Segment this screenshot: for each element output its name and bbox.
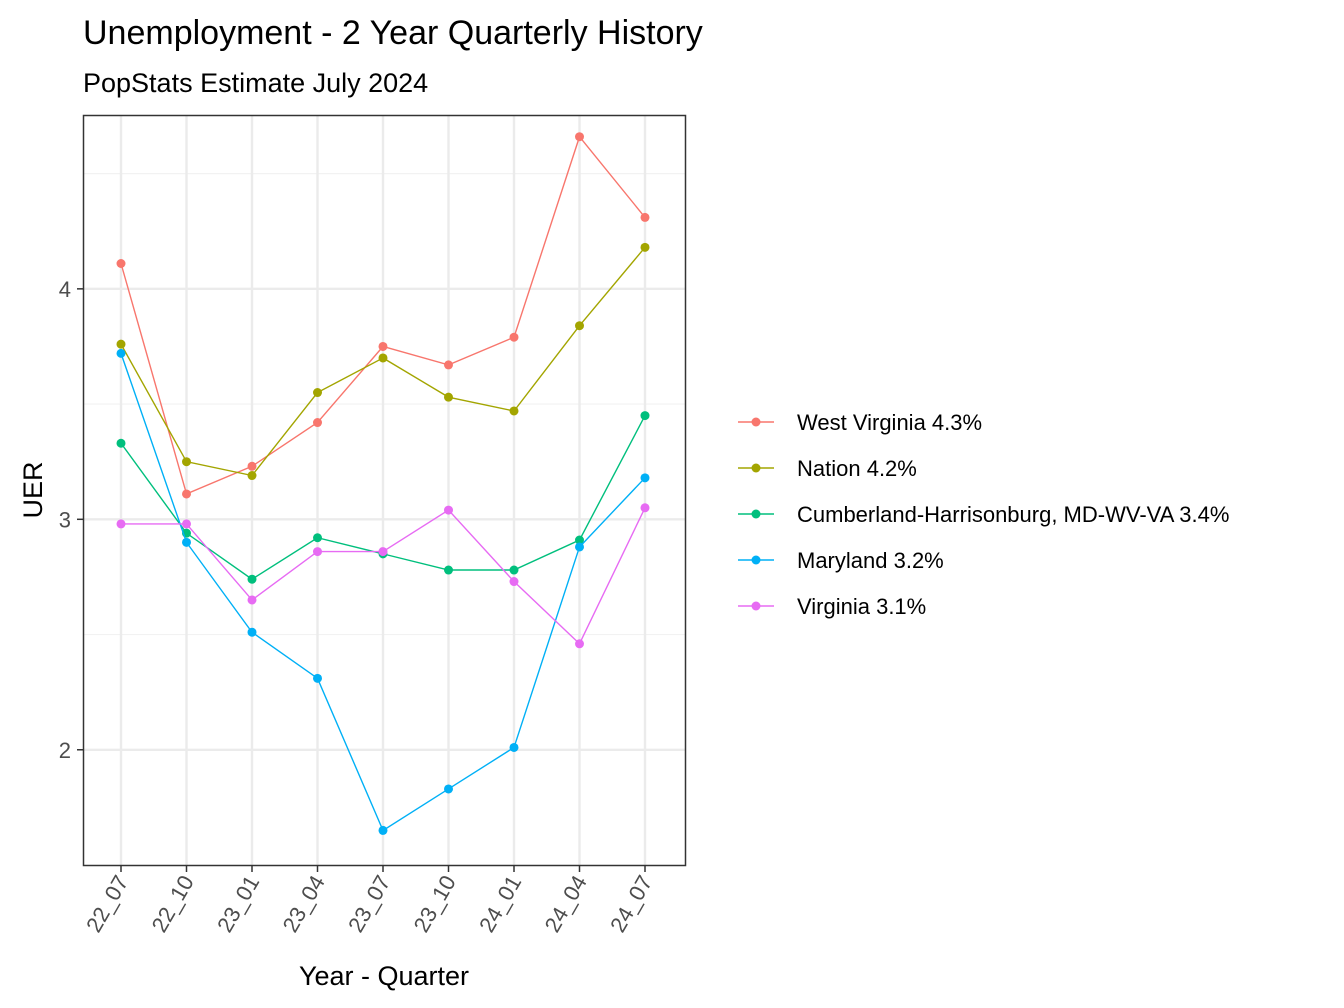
- legend-item: West Virginia 4.3%: [738, 410, 982, 435]
- plot-background: [83, 115, 686, 866]
- data-point: [313, 533, 322, 543]
- data-point: [378, 353, 388, 363]
- x-tick-label: 24_01: [474, 871, 526, 936]
- data-point: [640, 473, 650, 483]
- data-point: [247, 595, 257, 605]
- y-tick-label: 3: [59, 507, 71, 532]
- legend-key-point: [751, 509, 761, 519]
- x-tick-label: 23_01: [212, 871, 264, 936]
- x-axis-label: Year - Quarter: [299, 961, 469, 991]
- legend-key-point: [751, 555, 761, 565]
- legend-item: Maryland 3.2%: [738, 548, 944, 573]
- data-point: [575, 542, 584, 552]
- data-point: [313, 388, 322, 398]
- major-gridlines: [84, 116, 685, 865]
- legend-label: Maryland 3.2%: [797, 548, 944, 573]
- data-point: [116, 339, 126, 349]
- x-tick-label: 24_07: [605, 871, 657, 936]
- x-axis: 22_07 22_10 23_01 23_04 23_07 23_10 24_01 24_04…: [81, 865, 657, 936]
- y-axis: 2 3 4: [59, 277, 84, 763]
- y-tick-label: 2: [59, 738, 71, 763]
- data-point: [247, 627, 257, 637]
- data-point: [444, 392, 453, 402]
- data-point: [640, 411, 650, 421]
- data-point: [575, 535, 584, 545]
- x-tick-label: 22_07: [81, 871, 133, 936]
- data-point: [116, 519, 126, 529]
- data-point: [182, 537, 191, 547]
- series-4: [116, 503, 650, 649]
- data-point: [575, 321, 584, 331]
- chart-title: Unemployment - 2 Year Quarterly History: [83, 14, 703, 52]
- data-point: [313, 547, 322, 557]
- x-tick-label: 23_07: [343, 871, 395, 936]
- series-3: [116, 348, 650, 835]
- plot-border: [82, 114, 687, 867]
- legend-label: West Virginia 4.3%: [797, 410, 982, 435]
- series-0: [116, 132, 650, 499]
- data-point: [247, 461, 257, 471]
- legend-item: Nation 4.2%: [738, 456, 917, 481]
- data-point: [444, 360, 453, 370]
- series-layer: [116, 132, 650, 835]
- x-tick-label: 24_04: [540, 871, 592, 936]
- series-1: [116, 242, 650, 481]
- data-point: [640, 212, 650, 222]
- y-tick-label: 4: [59, 277, 71, 302]
- minor-gridlines: [84, 173, 685, 636]
- legend-key-point: [751, 417, 761, 427]
- data-point: [640, 242, 650, 252]
- chart-subtitle: PopStats Estimate July 2024: [83, 68, 428, 98]
- x-tick-label: 22_10: [147, 871, 199, 936]
- legend-item: Cumberland-Harrisonburg, MD-WV-VA 3.4%: [738, 502, 1229, 527]
- legend-label: Virginia 3.1%: [797, 594, 926, 619]
- data-point: [247, 471, 257, 481]
- data-point: [182, 457, 191, 467]
- data-point: [116, 258, 126, 268]
- legend-label: Cumberland-Harrisonburg, MD-WV-VA 3.4%: [797, 502, 1229, 527]
- data-point: [444, 565, 453, 575]
- legend-key-point: [751, 463, 761, 473]
- data-point: [182, 519, 191, 529]
- data-point: [509, 565, 519, 575]
- data-point: [575, 639, 584, 649]
- y-axis-label: UER: [18, 461, 48, 518]
- data-point: [509, 332, 519, 342]
- data-point: [116, 438, 126, 448]
- legend-key-point: [751, 601, 761, 611]
- data-point: [575, 132, 584, 142]
- data-point: [640, 503, 650, 513]
- legend-item: Virginia 3.1%: [738, 594, 926, 619]
- data-point: [378, 341, 388, 351]
- data-point: [444, 784, 453, 794]
- x-tick-label: 23_04: [278, 871, 330, 936]
- data-point: [509, 577, 519, 587]
- data-point: [182, 489, 191, 499]
- data-point: [116, 348, 126, 358]
- data-point: [247, 574, 257, 584]
- data-point: [509, 742, 519, 752]
- plot-panel: [82, 114, 687, 867]
- x-tick-label: 23_10: [409, 871, 461, 936]
- data-point: [378, 547, 388, 557]
- legend-label: Nation 4.2%: [797, 456, 917, 481]
- data-point: [378, 825, 388, 835]
- data-point: [313, 418, 322, 428]
- data-point: [509, 406, 519, 416]
- data-point: [444, 505, 453, 515]
- legend: West Virginia 4.3% Nation 4.2% Cumberland-…: [738, 410, 1229, 619]
- data-point: [313, 673, 322, 683]
